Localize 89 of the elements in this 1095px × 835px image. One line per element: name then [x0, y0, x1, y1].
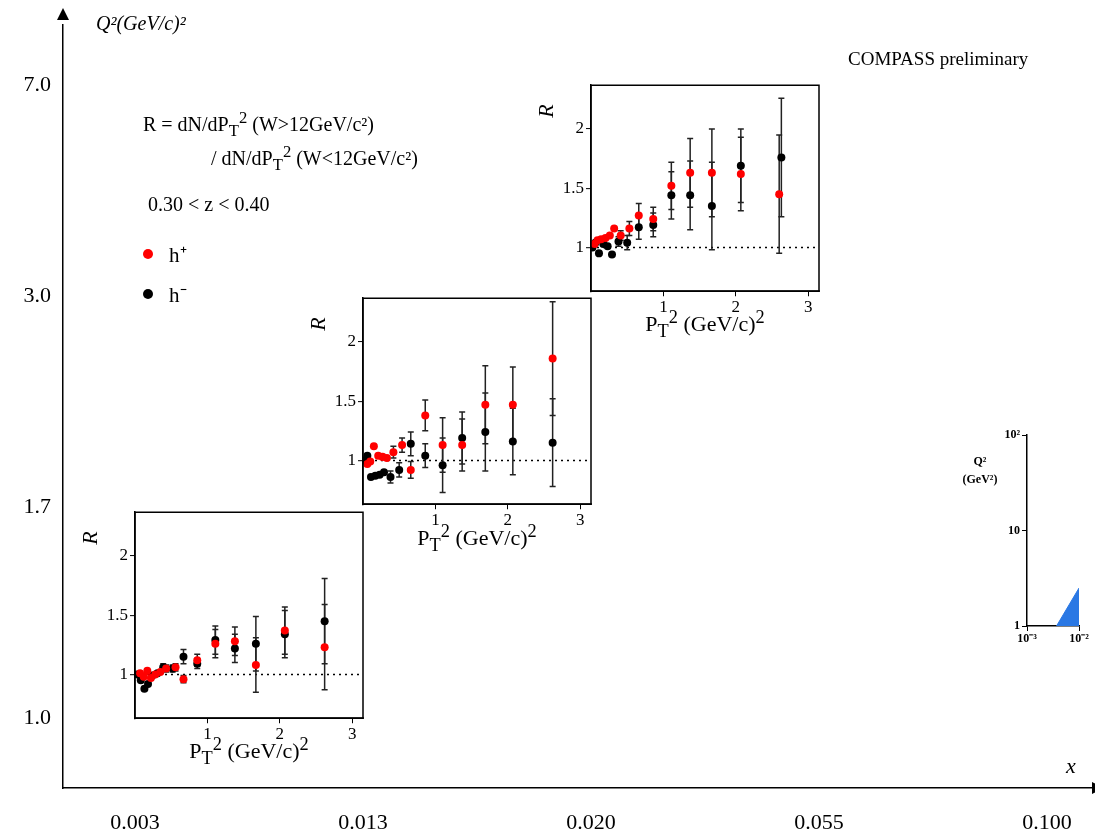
point [251, 660, 260, 669]
text: COMPASS preliminary [848, 48, 1029, 70]
point [634, 223, 643, 232]
category-label: 0.013 [338, 808, 388, 834]
text: Q²(GeV/c)² [96, 12, 186, 35]
x-tick-label: 3 [803, 297, 813, 317]
y-axis-title: Q² (GeV²) [961, 453, 999, 488]
point [625, 224, 634, 233]
x-tick-label: 2 [275, 723, 285, 743]
category-label: 0.055 [794, 808, 844, 834]
point [481, 401, 490, 410]
point [458, 434, 467, 443]
x-tick-label: 3 [347, 723, 357, 743]
category-label: 1.7 [23, 493, 51, 519]
y-tick-label: 1.5 [106, 604, 128, 624]
point [508, 437, 517, 446]
point [421, 452, 430, 461]
y-tick-label: 10² [1004, 427, 1021, 442]
y-tick-label: 2 [347, 331, 356, 351]
point [508, 401, 517, 410]
x-tick-label: 10⁻³ [1017, 631, 1038, 646]
point [649, 215, 658, 224]
legend-label: h⁺ [169, 241, 187, 268]
point [382, 454, 391, 463]
y-tick-label: 2 [119, 545, 128, 565]
point [667, 181, 676, 190]
point [421, 411, 430, 420]
point [406, 466, 415, 475]
category-label: 1.0 [23, 704, 51, 730]
x-tick-label: 2 [503, 510, 513, 530]
y-axis-title: R [532, 104, 559, 118]
point [406, 440, 415, 449]
point [610, 224, 619, 233]
category-label: 7.0 [23, 70, 51, 96]
point [775, 190, 784, 199]
point [438, 441, 447, 450]
point [438, 461, 447, 470]
text: x [1066, 753, 1076, 779]
point [251, 639, 260, 648]
point [686, 191, 695, 200]
y-axis-title: R [76, 530, 103, 545]
x-tick-label: 2 [731, 297, 741, 317]
text: / dN/dP$_{T}$$^{2}$ (W<12GeV/c²) [211, 142, 418, 175]
y-axis-title: R [304, 317, 331, 332]
category-label: 3.0 [23, 281, 51, 307]
point [379, 468, 388, 477]
point [686, 168, 695, 177]
point [548, 439, 557, 448]
y-tick-label: 1 [119, 663, 128, 683]
category-label: 0.003 [110, 808, 160, 834]
y-tick-label: 1 [1014, 618, 1020, 633]
point [481, 428, 490, 437]
point [230, 636, 239, 645]
y-tick-label: 10 [1008, 522, 1020, 537]
point [395, 466, 404, 475]
category-label: 0.020 [566, 808, 616, 834]
point [230, 644, 239, 653]
point [603, 242, 612, 251]
point [179, 652, 188, 661]
point [777, 153, 786, 162]
point [369, 442, 378, 451]
point [548, 354, 557, 363]
x-tick-label: 10⁻² [1069, 631, 1090, 646]
point [458, 441, 467, 450]
point [623, 238, 632, 247]
point [605, 231, 614, 240]
point [398, 441, 407, 450]
point [320, 642, 329, 651]
point [634, 211, 643, 220]
text: R = dN/dP$_{T}$$^{2}$ (W>12GeV/c²) [143, 108, 374, 141]
text: 0.30 < z < 0.40 [148, 193, 270, 216]
point [607, 250, 616, 259]
point [143, 666, 152, 675]
point [707, 202, 716, 211]
point [736, 170, 745, 179]
point [707, 168, 716, 177]
legend-label: h⁻ [169, 281, 187, 308]
category-label: 0.100 [1022, 808, 1072, 834]
point [211, 639, 220, 648]
point [320, 616, 329, 625]
y-tick-label: 1 [347, 450, 356, 470]
point [667, 191, 676, 200]
y-tick-label: 1.5 [334, 391, 356, 411]
y-tick-label: 1 [575, 236, 584, 256]
y-tick-label: 1.5 [562, 177, 584, 197]
x-tick-label: 3 [575, 510, 585, 530]
point [594, 249, 603, 258]
point [736, 161, 745, 170]
y-tick-label: 2 [575, 118, 584, 138]
